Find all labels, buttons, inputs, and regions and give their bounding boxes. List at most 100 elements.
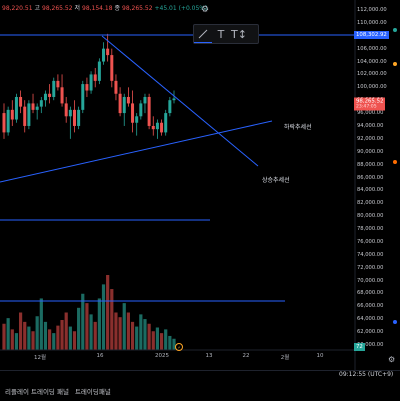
falling-trend-label[interactable]: 하락추세선 (284, 124, 312, 131)
price-tick-label: 74,000.00 (357, 251, 384, 258)
low-value: 98,154.18 (82, 5, 113, 12)
time-tick-label: 22 (242, 353, 250, 359)
price-tick-label: 72,000.00 (357, 264, 384, 271)
falling-trendline (101, 35, 259, 167)
event-marker[interactable] (393, 160, 397, 164)
volume-bar (6, 318, 10, 350)
price-tick-label: 92,000.00 (357, 135, 384, 142)
tab-trading-panel[interactable]: 트레이딩패널 (74, 388, 111, 396)
price-tick-label: 90,000.00 (357, 148, 384, 155)
drawing-settings-icon[interactable]: ⚙ (201, 5, 210, 15)
volume-bar (64, 312, 68, 350)
volume-bar (68, 326, 72, 350)
close-label: 종 (114, 5, 120, 12)
volume-bar (159, 333, 164, 350)
bottom-tabs: 리플레이 트레이딩 패널 트레이딩패널 (5, 386, 111, 396)
candle-body (118, 93, 122, 114)
current-price: 98,265.52 (356, 98, 384, 105)
ohlc-legend: 98,220.51 고 98,265.52 저 98,154.18 종 98,265.… (0, 3, 207, 12)
bar-countdown: 23:47:05 (356, 104, 377, 110)
price-tick-label: 66,000.00 (357, 303, 384, 310)
trendline-price-tag: 108,302.92 (354, 31, 389, 39)
price-tick-label: 80,000.00 (357, 213, 384, 220)
text-icon[interactable]: T (217, 27, 225, 41)
time-tick-label: 10 (316, 353, 324, 359)
volume-bar (14, 333, 19, 350)
price-tick-label: 62,000.00 (357, 329, 384, 336)
close-value: 98,265.52 (122, 5, 153, 12)
candle-body (2, 113, 6, 133)
volume-tag: 72 (354, 343, 365, 351)
volume-bar (56, 325, 60, 350)
volume-bar (97, 298, 101, 350)
candle-body (143, 96, 147, 104)
candle-body (56, 80, 60, 88)
jump-to-realtime-icon[interactable]: ⚡ (175, 343, 183, 351)
text-size-icon[interactable]: T↕ (231, 27, 247, 41)
volume-bar (93, 321, 97, 350)
alert-marker[interactable] (393, 62, 397, 66)
candle-body (168, 100, 172, 114)
time-tick-label: 2월 (280, 355, 290, 361)
time-tick-label: 12월 (33, 355, 47, 361)
candle-body (147, 96, 151, 126)
volume-bar (72, 331, 77, 350)
volume-bar (143, 319, 147, 350)
candle-body (6, 109, 10, 133)
rising-trend-label[interactable]: 상승추세선 (262, 177, 290, 184)
price-tick-label: 70,000.00 (357, 277, 384, 284)
volume-bar (35, 316, 39, 350)
high-label: 고 (34, 5, 40, 12)
low-label: 저 (74, 5, 80, 12)
volume-bar (130, 321, 135, 350)
price-tick-label: 84,000.00 (357, 187, 384, 194)
price-tick-label: 110,000.00 (357, 19, 387, 26)
candle-body (155, 122, 159, 130)
tab-replay-trading[interactable]: 리플레이 트레이딩 패널 (5, 388, 69, 396)
price-tick-label: 102,000.00 (357, 71, 387, 78)
time-tick-label: 2025 (155, 353, 169, 359)
candle-body (131, 103, 135, 123)
time-tick-label: 13 (205, 353, 213, 359)
price-tick-label: 94,000.00 (357, 122, 384, 129)
volume-bar (101, 284, 106, 350)
volume-bar (172, 338, 176, 350)
utc-clock[interactable]: 09:12:55 (UTC+9) (339, 371, 394, 378)
volume-bar (27, 326, 31, 350)
drawing-toolbar: T T↕ (193, 24, 259, 44)
candle-body (110, 55, 114, 81)
chart-settings-icon[interactable]: ⚙ (388, 355, 396, 364)
volume-bar (126, 312, 130, 350)
current-price-tag: 98,265.52 23:47:05 (354, 97, 386, 111)
price-tick-label: 96,000.00 (357, 110, 384, 117)
candle-body (43, 93, 47, 101)
price-tick-label: 76,000.00 (357, 238, 384, 245)
price-tick-label: 82,000.00 (357, 200, 384, 207)
price-tick-label: 88,000.00 (357, 161, 384, 168)
candle-body (151, 125, 155, 130)
volume-bar (122, 303, 126, 350)
candle-body (122, 96, 126, 114)
price-tick-label: 68,000.00 (357, 290, 384, 297)
price-tick-label: 100,000.00 (357, 84, 387, 91)
volume-bar (2, 323, 6, 350)
high-value: 98,265.52 (42, 5, 73, 12)
volume-bar (39, 298, 43, 350)
price-tick-label: 60,000.00 (357, 342, 384, 348)
trendline-icon[interactable] (194, 26, 212, 43)
volume-bar (110, 289, 114, 350)
candle-body (160, 122, 164, 133)
price-tick-label: 86,000.00 (357, 174, 384, 181)
candle-body (126, 96, 130, 104)
candle-body (97, 61, 101, 81)
volume-bar (31, 331, 35, 350)
candle-body (139, 103, 143, 117)
candle-body (102, 48, 106, 62)
candle-body (48, 93, 52, 97)
bottom-bar (0, 370, 400, 401)
object-marker[interactable] (393, 320, 397, 324)
watchlist-marker[interactable] (393, 28, 397, 32)
candle-body (39, 100, 43, 107)
candle-body (10, 109, 14, 120)
